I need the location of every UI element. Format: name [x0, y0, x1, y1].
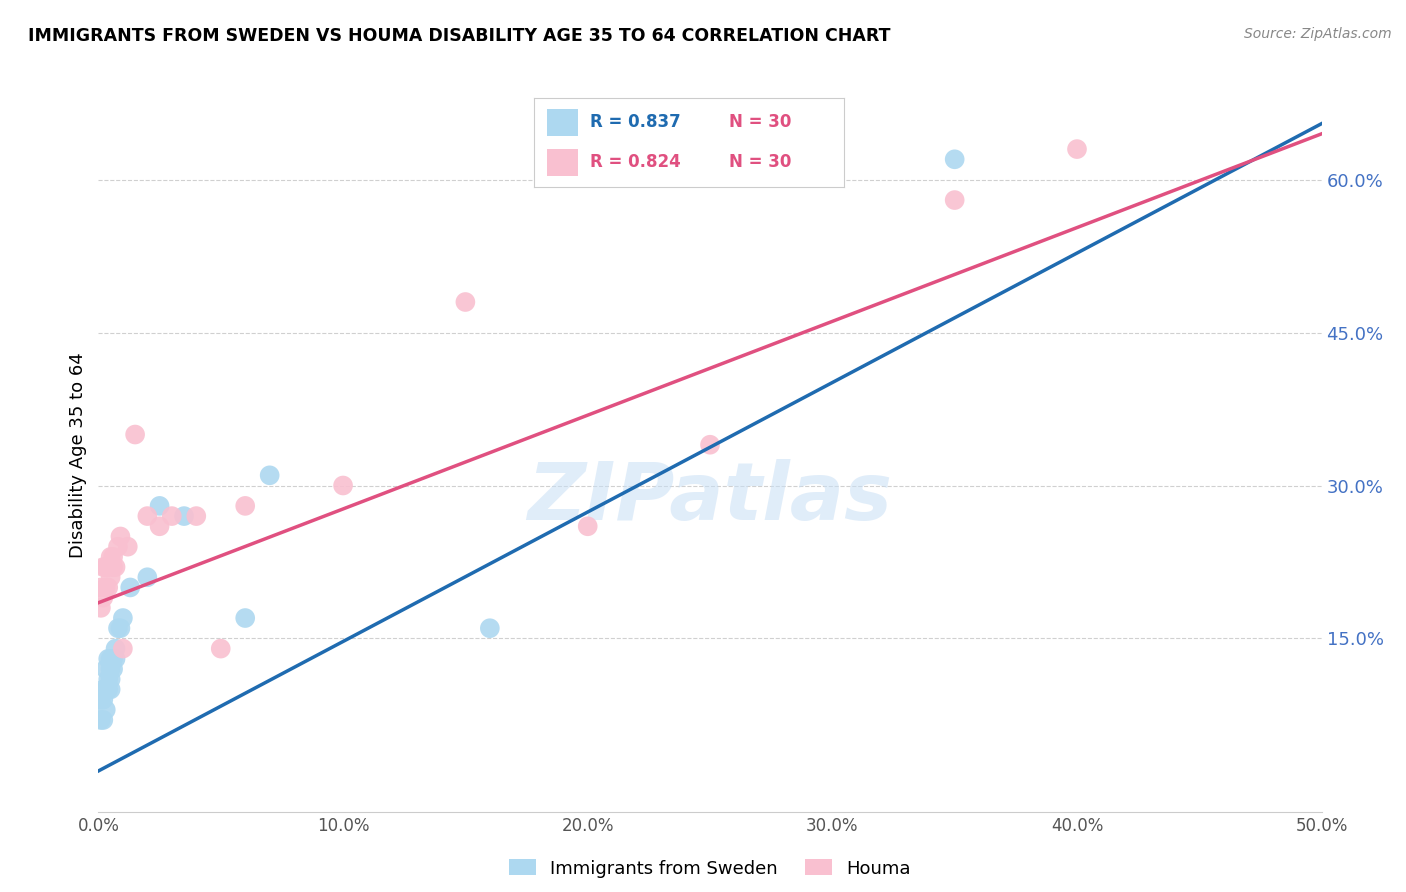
Point	[90, 713, 112, 727]
Text: Source: ZipAtlas.com: Source: ZipAtlas.com	[1244, 27, 1392, 41]
Point	[101, 652, 124, 666]
Point	[209, 641, 232, 656]
Point	[94, 560, 117, 574]
Point	[94, 581, 117, 595]
Point	[107, 621, 129, 635]
Text: N = 30: N = 30	[730, 113, 792, 131]
Point	[100, 570, 122, 584]
Point	[233, 499, 256, 513]
Point	[91, 560, 114, 574]
Point	[110, 529, 132, 543]
Point	[136, 509, 159, 524]
Point	[107, 540, 129, 554]
Point	[97, 682, 120, 697]
Point	[94, 682, 117, 697]
Point	[100, 652, 122, 666]
Point	[478, 621, 501, 635]
Point	[576, 519, 599, 533]
Point	[943, 153, 966, 167]
Point	[111, 641, 134, 656]
Text: ZIPatlas: ZIPatlas	[527, 458, 893, 537]
Point	[111, 611, 134, 625]
Point	[91, 692, 114, 706]
Point	[136, 570, 159, 584]
Point	[100, 672, 122, 686]
Point	[101, 549, 124, 564]
Point	[1066, 142, 1088, 156]
Point	[454, 295, 477, 310]
Text: IMMIGRANTS FROM SWEDEN VS HOUMA DISABILITY AGE 35 TO 64 CORRELATION CHART: IMMIGRANTS FROM SWEDEN VS HOUMA DISABILI…	[28, 27, 890, 45]
Point	[91, 713, 114, 727]
Text: R = 0.824: R = 0.824	[591, 153, 681, 171]
Point	[699, 438, 721, 452]
Point	[149, 519, 172, 533]
Point	[124, 427, 146, 442]
Point	[173, 509, 195, 524]
Point	[94, 662, 117, 676]
Point	[104, 641, 127, 656]
Point	[259, 468, 281, 483]
Bar	[547, 109, 578, 136]
Point	[91, 682, 114, 697]
Point	[100, 682, 122, 697]
Point	[117, 540, 139, 554]
Text: N = 30: N = 30	[730, 153, 792, 171]
Point	[233, 611, 256, 625]
Point	[120, 581, 142, 595]
Point	[101, 662, 124, 676]
Point	[149, 499, 172, 513]
Point	[97, 652, 120, 666]
Point	[332, 478, 354, 492]
Legend: Immigrants from Sweden, Houma: Immigrants from Sweden, Houma	[502, 852, 918, 885]
Bar	[547, 149, 578, 176]
Point	[186, 509, 208, 524]
Point	[97, 672, 120, 686]
Point	[91, 591, 114, 605]
Point	[100, 549, 122, 564]
Point	[90, 692, 112, 706]
Point	[943, 193, 966, 207]
Point	[100, 662, 122, 676]
Point	[104, 560, 127, 574]
Point	[94, 703, 117, 717]
Point	[90, 600, 112, 615]
Point	[97, 581, 120, 595]
Point	[160, 509, 183, 524]
Text: R = 0.837: R = 0.837	[591, 113, 681, 131]
Point	[104, 652, 127, 666]
Point	[97, 560, 120, 574]
Point	[110, 621, 132, 635]
Point	[101, 560, 124, 574]
Point	[90, 581, 112, 595]
Y-axis label: Disability Age 35 to 64: Disability Age 35 to 64	[69, 352, 87, 558]
